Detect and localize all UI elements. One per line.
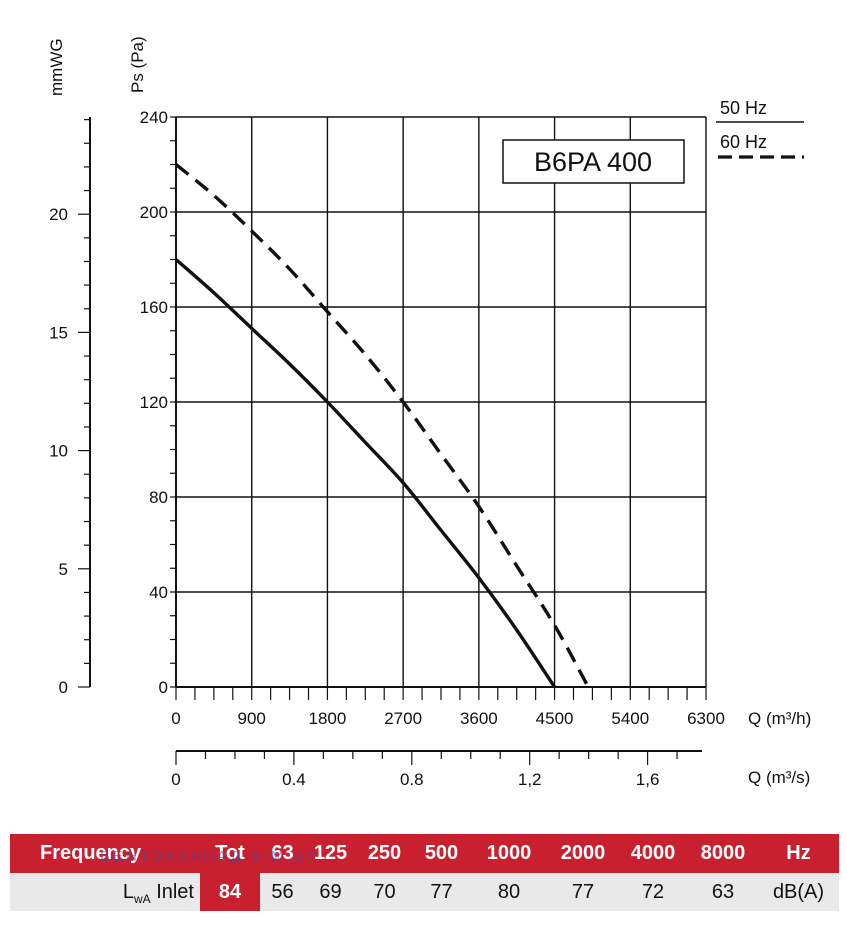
value-cell-8000: 63	[688, 873, 758, 911]
value-cell-tot: 84	[200, 873, 260, 911]
y-tick-label: 120	[140, 393, 168, 412]
header-cell-4000: 4000	[618, 834, 688, 873]
value-cell-4000: 72	[618, 873, 688, 911]
model-label: B6PA 400	[534, 147, 652, 177]
x-tick-label: 1800	[309, 709, 347, 728]
legend-label-50hz: 50 Hz	[720, 98, 767, 118]
secondary-y-tick-label: 15	[49, 323, 68, 342]
header-cell-125: 125	[305, 834, 356, 873]
legend-label-60hz: 60 Hz	[720, 132, 767, 152]
y-tick-label: 80	[149, 488, 168, 507]
axis-ticks	[78, 116, 707, 765]
x-tick-label: 5400	[611, 709, 649, 728]
value-cell-250: 70	[356, 873, 413, 911]
y-tick-label: 200	[140, 203, 168, 222]
x-tick-label: 2700	[384, 709, 422, 728]
header-cell-250: 250	[356, 834, 413, 873]
secondary-y-tick-label: 10	[49, 442, 68, 461]
header-cell-2000: 2000	[548, 834, 618, 873]
secondary-x-tick-label: 1,6	[636, 770, 660, 789]
legend: 50 Hz 60 Hz	[716, 98, 804, 159]
header-cell-63: 63	[260, 834, 305, 873]
primary-x-axis-title: Q (m³/h)	[748, 709, 811, 728]
primary-y-axis-title: Ps (Pa)	[128, 36, 147, 93]
series-60hz-curve	[174, 163, 590, 688]
x-tick-label: 6300	[687, 709, 725, 728]
lwa-symbol: L	[122, 880, 134, 903]
header-cell-500: 500	[413, 834, 470, 873]
grid-lines	[176, 116, 707, 687]
inlet-sound-row: LwA Inlet 84 56 69 70 77 80 77 72 63 dB(…	[10, 873, 839, 911]
x-tick-label: 900	[238, 709, 266, 728]
lwa-subscript: wA	[133, 891, 151, 906]
frequency-header-label: Frequency	[10, 834, 200, 873]
header-cell-1000: 1000	[470, 834, 548, 873]
series-50hz-curve	[174, 258, 556, 688]
secondary-x-tick-label: 0.4	[282, 770, 306, 789]
x-tick-label: 4500	[536, 709, 574, 728]
secondary-y-tick-label: 5	[59, 560, 68, 579]
x-tick-label: 3600	[460, 709, 498, 728]
inlet-label: Inlet	[156, 880, 194, 903]
secondary-y-axis-title: mmWG	[47, 38, 66, 96]
y-tick-label: 240	[140, 108, 168, 127]
secondary-x-axis-title: Q (m³/s)	[748, 768, 810, 787]
y-tick-label: 160	[140, 298, 168, 317]
series-lines	[174, 163, 590, 688]
secondary-y-tick-label: 0	[59, 678, 68, 697]
secondary-x-tick-label: 0	[171, 770, 180, 789]
value-cell-500: 77	[413, 873, 470, 911]
y-tick-label: 0	[159, 678, 168, 697]
inlet-row-label: LwA Inlet	[10, 873, 200, 911]
header-cell-8000: 8000	[688, 834, 758, 873]
value-cell-unit: dB(A)	[758, 873, 839, 911]
x-tick-label: 0	[171, 709, 180, 728]
secondary-x-tick-label: 0.8	[400, 770, 424, 789]
secondary-y-tick-label: 20	[49, 205, 68, 224]
value-cell-63: 56	[260, 873, 305, 911]
secondary-x-tick-label: 1,2	[518, 770, 542, 789]
value-cell-2000: 77	[548, 873, 618, 911]
model-label-box	[502, 139, 685, 184]
frequency-header-row: Frequency Tot 63 125 250 500 1000 2000 4…	[10, 834, 839, 873]
sound-power-table: Frequency Tot 63 125 250 500 1000 2000 4…	[10, 834, 839, 911]
value-cell-125: 69	[305, 873, 356, 911]
value-cell-1000: 80	[470, 873, 548, 911]
y-tick-label: 40	[149, 583, 168, 602]
header-cell-hz: Hz	[758, 834, 839, 873]
header-cell-tot: Tot	[200, 834, 260, 873]
